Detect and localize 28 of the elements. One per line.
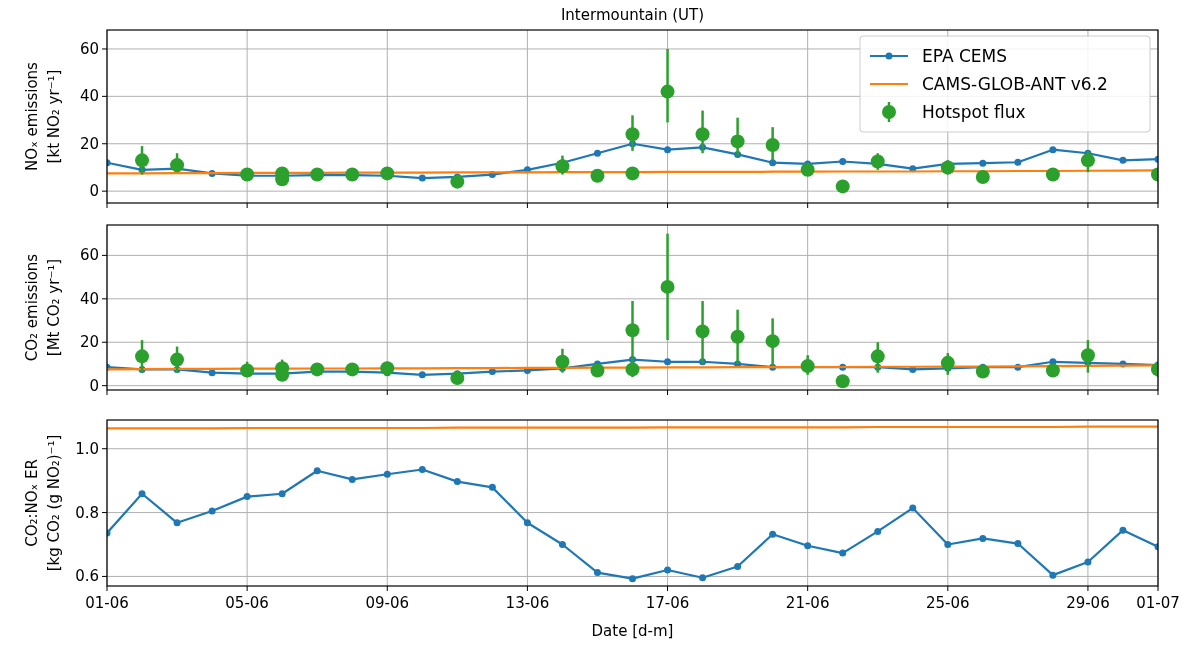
x-axis-title: Date [d-m] bbox=[591, 622, 674, 640]
y-tick-label: 60 bbox=[79, 246, 99, 265]
x-tick-label: 21-06 bbox=[785, 594, 830, 612]
x-tick-label: 17-06 bbox=[645, 594, 690, 612]
x-tick-label: 01-07 bbox=[1136, 594, 1180, 612]
x-tick-label: 25-06 bbox=[926, 594, 970, 612]
y-tick-label: 0.6 bbox=[75, 567, 99, 586]
y-tick-label: 0 bbox=[89, 376, 99, 395]
legend-label: EPA CEMS bbox=[922, 46, 1008, 66]
y-tick-label: 40 bbox=[79, 87, 99, 106]
y-tick-label: 20 bbox=[79, 134, 99, 153]
y-axis-title: NOₓ emissions [kt NO₂ yr⁻¹] bbox=[23, 61, 63, 171]
x-tick-label: 29-06 bbox=[1066, 594, 1110, 612]
x-tick-label: 13-06 bbox=[505, 594, 550, 612]
y-tick-label: 1.0 bbox=[75, 439, 99, 458]
y-tick-label: 60 bbox=[79, 39, 99, 58]
y-tick-label: 20 bbox=[79, 333, 99, 352]
legend-label: Hotspot flux bbox=[922, 102, 1026, 122]
y-tick-label: 40 bbox=[79, 289, 99, 308]
y-axis-title: CO₂:NOₓ ER [kg CO₂ (g NO₂)⁻¹] bbox=[23, 434, 63, 572]
x-tick-label: 01-06 bbox=[85, 594, 129, 612]
y-tick-label: 0 bbox=[89, 182, 99, 201]
x-tick-label: 05-06 bbox=[225, 594, 269, 612]
y-axis-title: CO₂ emissions [Mt CO₂ yr⁻¹] bbox=[23, 253, 63, 362]
x-tick-label: 09-06 bbox=[365, 594, 410, 612]
legend-label: CAMS-GLOB-ANT v6.2 bbox=[922, 74, 1108, 94]
chart-title: Intermountain (UT) bbox=[560, 6, 705, 24]
y-tick-label: 0.8 bbox=[75, 503, 99, 522]
